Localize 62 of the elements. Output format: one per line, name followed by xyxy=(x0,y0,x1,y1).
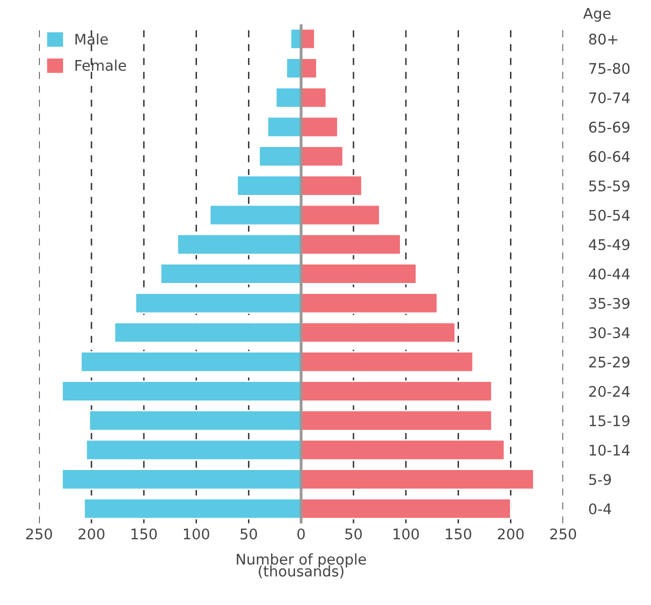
bar xyxy=(300,146,344,167)
bar xyxy=(300,204,380,226)
bar xyxy=(300,439,506,461)
bar xyxy=(88,410,302,432)
bar xyxy=(300,175,363,196)
y-tick-label: 40-44 xyxy=(588,268,630,280)
bar xyxy=(300,468,534,490)
y-tick-label: 15-19 xyxy=(590,415,630,426)
bar xyxy=(134,292,302,314)
x-tick-label: 50 xyxy=(240,528,257,540)
bar xyxy=(300,322,456,344)
x-tick-label: 0 xyxy=(297,528,305,540)
y-tick-label: 75-80 xyxy=(589,62,630,74)
y-tick-label: 5-9 xyxy=(589,474,611,486)
y-tick-label: 0-4 xyxy=(589,503,612,514)
y-tick-label: 80+ xyxy=(589,34,618,45)
x-axis-title: Number of people (thousands) xyxy=(236,553,366,578)
bar xyxy=(61,468,302,490)
bar xyxy=(176,234,302,256)
y-tick-label: 10-14 xyxy=(590,444,630,456)
x-tick-label: 150 xyxy=(132,528,157,540)
bar xyxy=(275,86,302,108)
x-tick-label: 250 xyxy=(26,528,52,540)
y-tick-label: 65-69 xyxy=(589,122,630,133)
y-tick-label: 30-34 xyxy=(589,327,630,338)
bar xyxy=(86,439,302,461)
bar xyxy=(300,351,474,373)
legend-label: Male xyxy=(75,33,108,45)
legend-label: Female xyxy=(75,60,126,71)
bar xyxy=(83,498,302,520)
x-tick-label: 100 xyxy=(394,528,419,540)
bar xyxy=(300,234,402,256)
x-tick-label: 100 xyxy=(184,528,210,540)
bar xyxy=(300,86,327,108)
y-tick-label: 25-29 xyxy=(589,356,630,368)
x-tick-label: 200 xyxy=(78,528,104,540)
y-tick-label: 35-39 xyxy=(589,298,630,309)
y-tick-label: 70-74 xyxy=(589,92,630,104)
bar xyxy=(80,351,302,373)
x-tick-label: 150 xyxy=(446,528,472,540)
x-tick-label: 200 xyxy=(498,528,524,540)
bar xyxy=(209,204,302,226)
y-tick-label: 50-54 xyxy=(589,210,630,221)
bar xyxy=(300,292,438,314)
bar xyxy=(300,410,493,432)
bar xyxy=(300,498,512,520)
bar xyxy=(236,175,302,196)
y-tick-label: 55-59 xyxy=(589,180,630,192)
bar xyxy=(300,380,493,402)
bar xyxy=(114,322,302,344)
x-tick-label: 250 xyxy=(550,528,576,540)
bar xyxy=(160,263,302,284)
y-tick-label: 60-64 xyxy=(589,151,630,162)
y-tick-label: 45-49 xyxy=(588,239,630,250)
bar xyxy=(61,380,302,402)
bar xyxy=(300,116,338,138)
bar xyxy=(300,263,418,284)
bar xyxy=(266,116,302,138)
bar xyxy=(258,146,302,167)
y-tick-label: 20-24 xyxy=(589,386,630,397)
x-tick-label: 50 xyxy=(345,528,362,540)
y-axis-title: Age xyxy=(583,8,611,22)
